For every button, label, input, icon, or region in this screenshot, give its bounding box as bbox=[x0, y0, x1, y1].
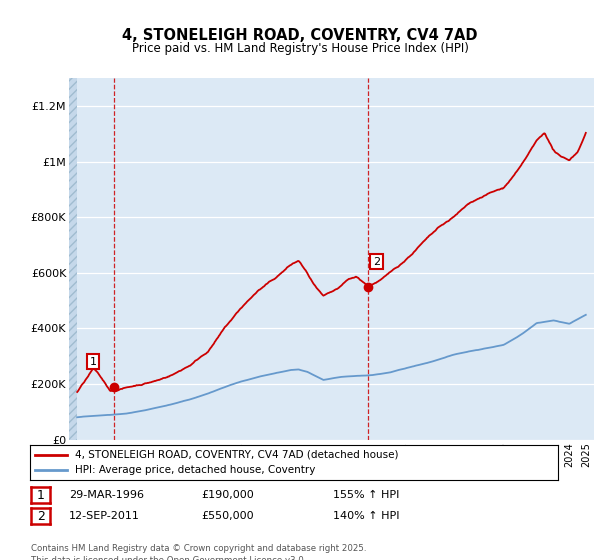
Text: 4, STONELEIGH ROAD, COVENTRY, CV4 7AD (detached house): 4, STONELEIGH ROAD, COVENTRY, CV4 7AD (d… bbox=[75, 450, 398, 460]
Text: 29-MAR-1996: 29-MAR-1996 bbox=[69, 490, 144, 500]
Text: 12-SEP-2011: 12-SEP-2011 bbox=[69, 511, 140, 521]
Text: 1: 1 bbox=[37, 488, 45, 502]
Text: Price paid vs. HM Land Registry's House Price Index (HPI): Price paid vs. HM Land Registry's House … bbox=[131, 42, 469, 55]
Text: 1: 1 bbox=[89, 357, 97, 367]
Text: HPI: Average price, detached house, Coventry: HPI: Average price, detached house, Cove… bbox=[75, 465, 315, 475]
Text: 155% ↑ HPI: 155% ↑ HPI bbox=[333, 490, 400, 500]
Text: Contains HM Land Registry data © Crown copyright and database right 2025.
This d: Contains HM Land Registry data © Crown c… bbox=[31, 544, 367, 560]
Text: £190,000: £190,000 bbox=[201, 490, 254, 500]
Text: 2: 2 bbox=[373, 256, 380, 267]
Text: 2: 2 bbox=[37, 510, 45, 523]
Text: £550,000: £550,000 bbox=[201, 511, 254, 521]
Text: 4, STONELEIGH ROAD, COVENTRY, CV4 7AD: 4, STONELEIGH ROAD, COVENTRY, CV4 7AD bbox=[122, 28, 478, 43]
Bar bbox=[69, 78, 77, 440]
Text: 140% ↑ HPI: 140% ↑ HPI bbox=[333, 511, 400, 521]
